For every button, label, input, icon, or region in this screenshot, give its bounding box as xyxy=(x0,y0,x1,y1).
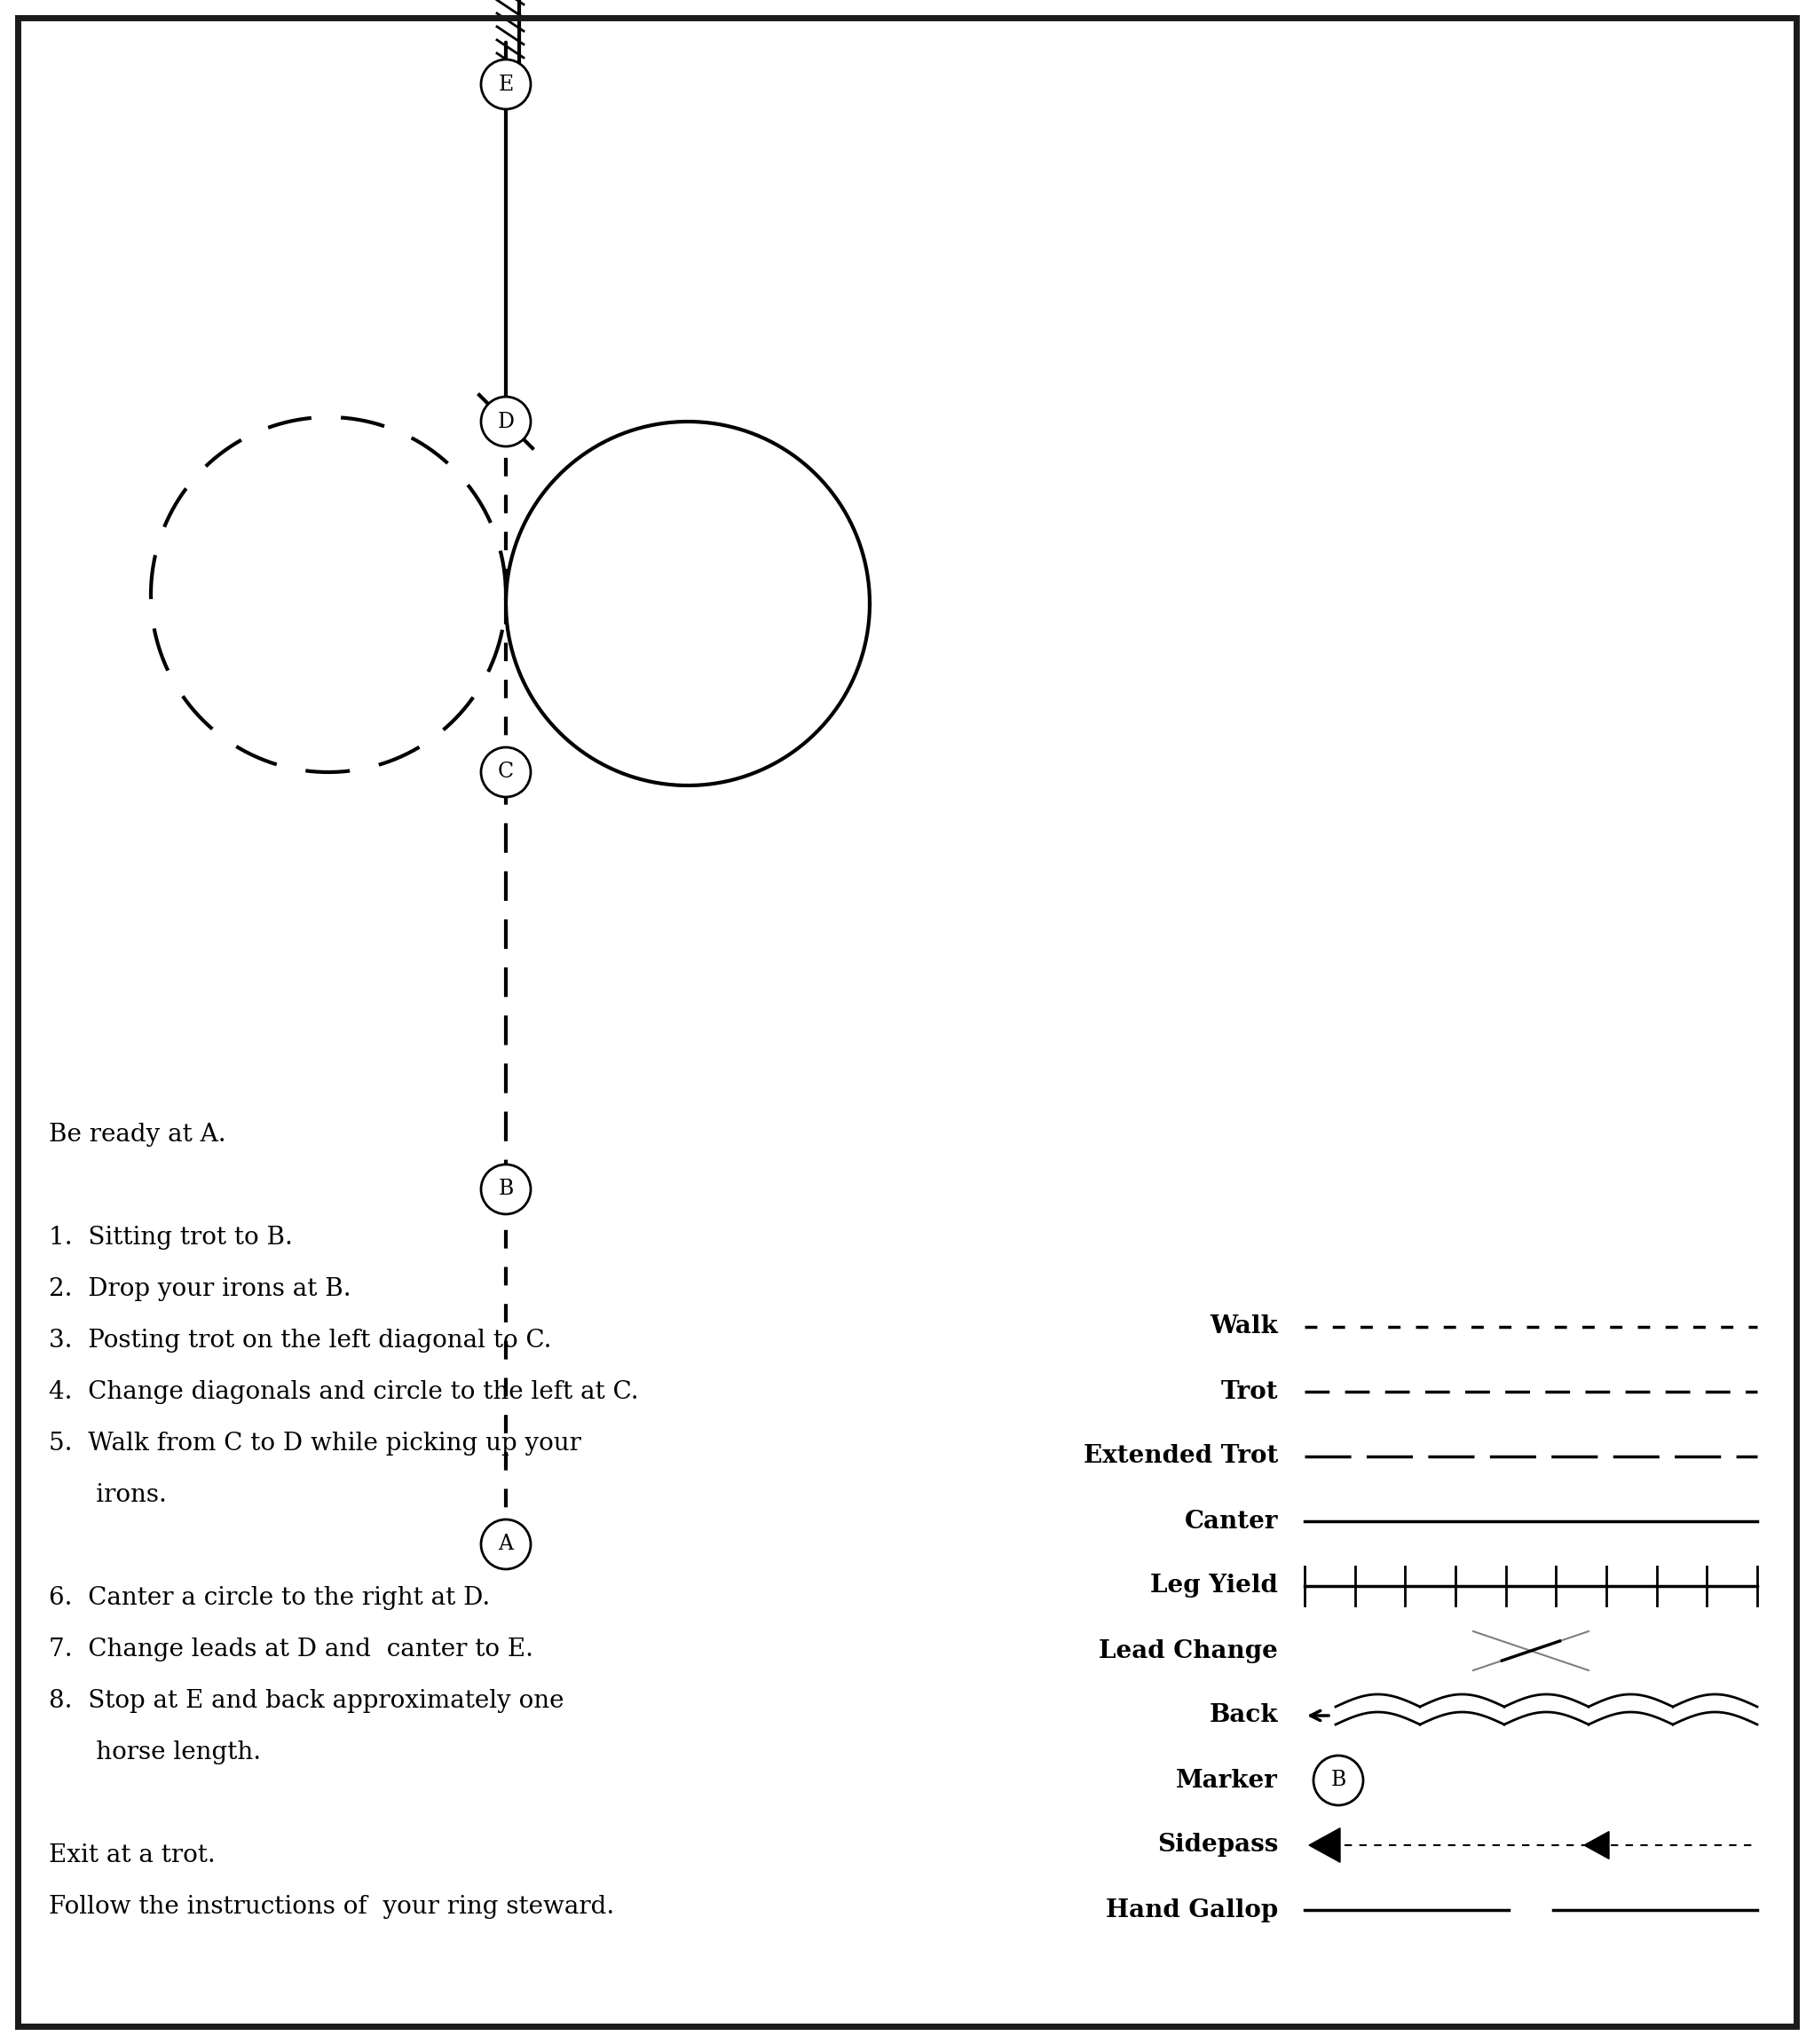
Circle shape xyxy=(481,1165,532,1214)
Text: Follow the instructions of  your ring steward.: Follow the instructions of your ring ste… xyxy=(49,1895,615,1919)
Text: Walk: Walk xyxy=(1210,1314,1279,1339)
Text: 4.  Change diagonals and circle to the left at C.: 4. Change diagonals and circle to the le… xyxy=(49,1380,639,1404)
Text: A: A xyxy=(499,1535,513,1555)
Text: irons.: irons. xyxy=(49,1484,167,1506)
Text: Hand Gallop: Hand Gallop xyxy=(1105,1899,1279,1921)
Text: 7.  Change leads at D and  canter to E.: 7. Change leads at D and canter to E. xyxy=(49,1637,533,1662)
Polygon shape xyxy=(1584,1831,1609,1858)
Text: E: E xyxy=(499,74,513,94)
Text: B: B xyxy=(1331,1770,1346,1791)
Text: Lead Change: Lead Change xyxy=(1099,1639,1279,1664)
Text: 3.  Posting trot on the left diagonal to C.: 3. Posting trot on the left diagonal to … xyxy=(49,1329,551,1353)
Text: 6.  Canter a circle to the right at D.: 6. Canter a circle to the right at D. xyxy=(49,1586,490,1611)
Text: 8.  Stop at E and back approximately one: 8. Stop at E and back approximately one xyxy=(49,1688,564,1713)
Text: Trot: Trot xyxy=(1221,1380,1279,1404)
Circle shape xyxy=(1313,1756,1362,1805)
Circle shape xyxy=(481,397,532,446)
Circle shape xyxy=(481,748,532,797)
Circle shape xyxy=(481,1519,532,1570)
Text: Back: Back xyxy=(1210,1703,1279,1727)
Text: Leg Yield: Leg Yield xyxy=(1150,1574,1279,1598)
Text: Marker: Marker xyxy=(1175,1768,1279,1793)
Text: 5.  Walk from C to D while picking up your: 5. Walk from C to D while picking up you… xyxy=(49,1431,580,1455)
Text: B: B xyxy=(499,1179,513,1200)
Text: horse length.: horse length. xyxy=(49,1739,261,1764)
Text: Be ready at A.: Be ready at A. xyxy=(49,1122,227,1147)
Text: Sidepass: Sidepass xyxy=(1157,1833,1279,1858)
Text: 2.  Drop your irons at B.: 2. Drop your irons at B. xyxy=(49,1278,352,1302)
Text: 1.  Sitting trot to B.: 1. Sitting trot to B. xyxy=(49,1226,292,1249)
Polygon shape xyxy=(1310,1827,1341,1862)
Text: C: C xyxy=(497,762,513,783)
Circle shape xyxy=(481,59,532,108)
Text: Canter: Canter xyxy=(1185,1508,1279,1533)
Text: D: D xyxy=(497,411,515,431)
Text: Extended Trot: Extended Trot xyxy=(1083,1445,1279,1468)
Text: Exit at a trot.: Exit at a trot. xyxy=(49,1844,216,1868)
